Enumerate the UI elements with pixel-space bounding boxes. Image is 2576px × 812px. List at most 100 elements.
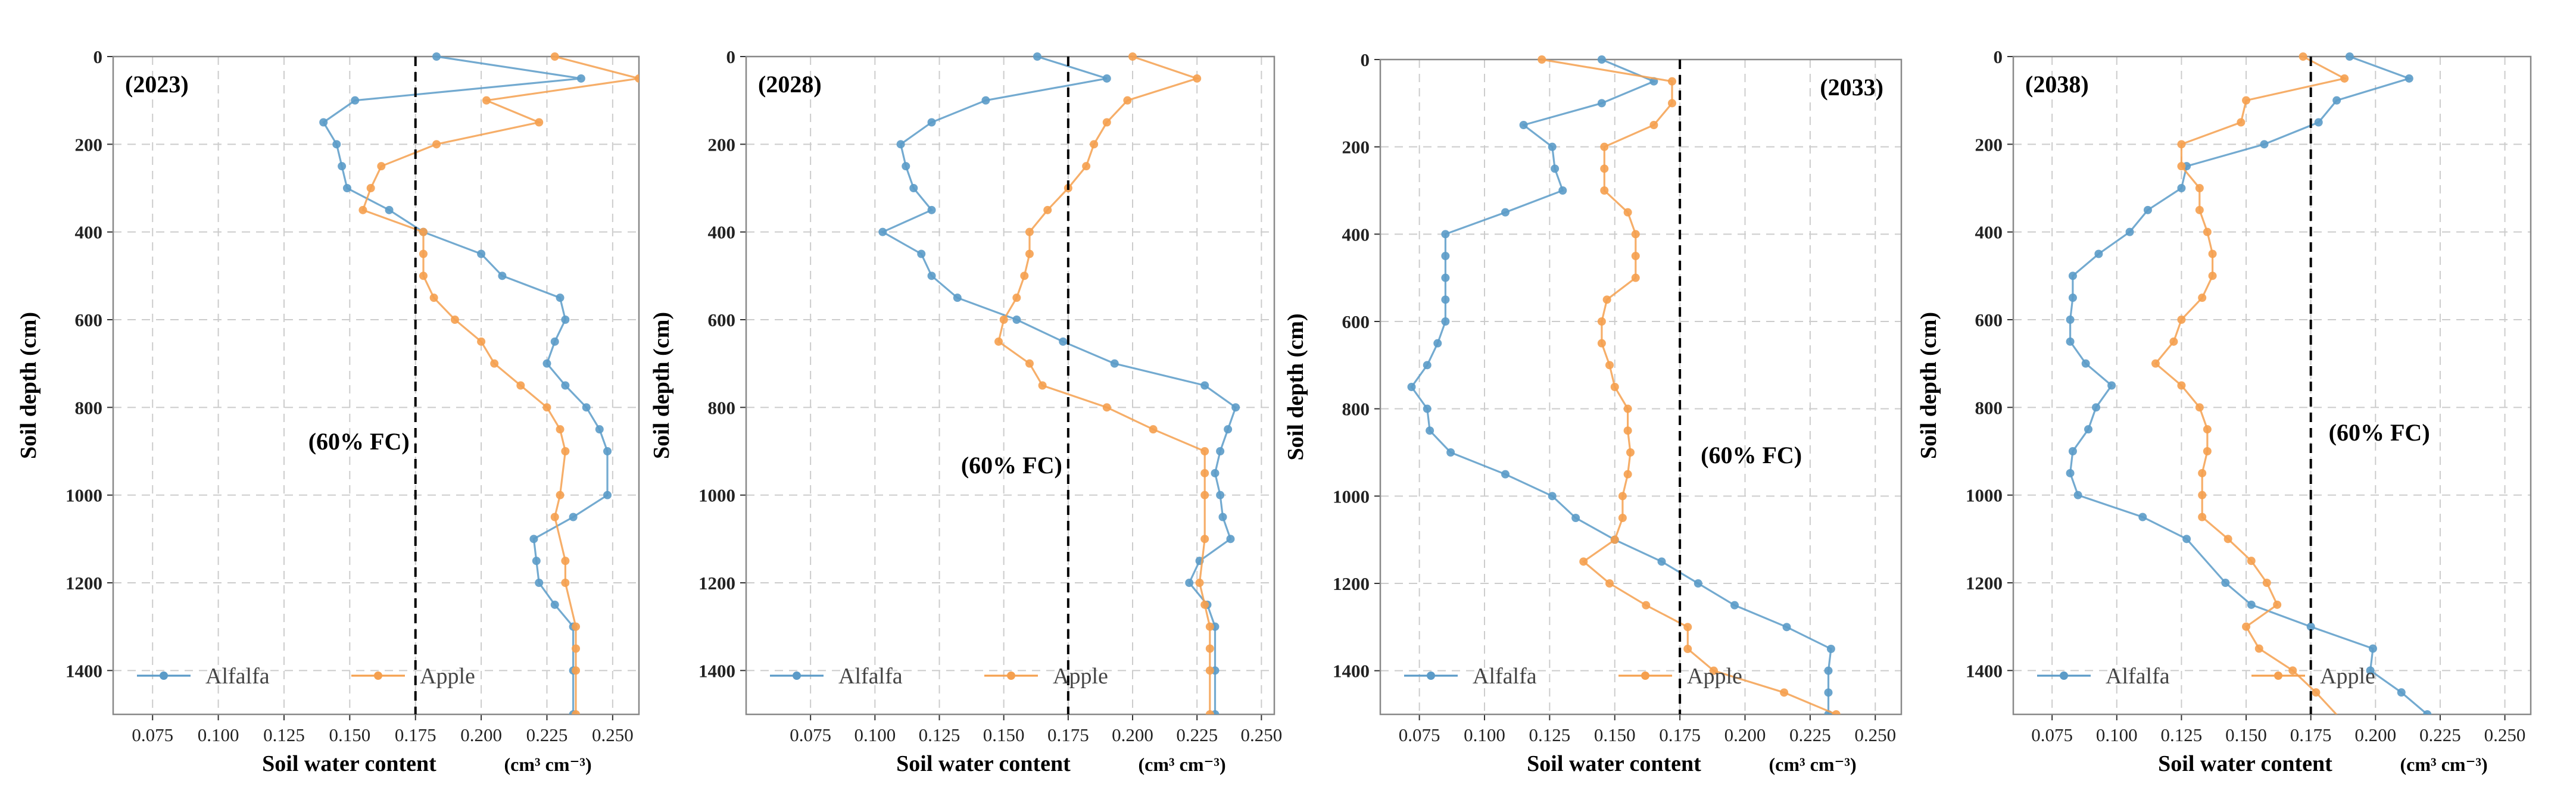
apple-data-point xyxy=(1200,535,1209,544)
alfalfa-data-point xyxy=(1597,99,1606,108)
alfalfa-data-point xyxy=(1218,513,1227,521)
chart-panel-1: 0.075 0.100 0.125 0.150 0.175 0.200 0.225 0.250… xyxy=(16,46,640,776)
alfalfa-data-point xyxy=(2182,535,2191,544)
apple-series-line xyxy=(361,55,639,714)
apple-data-point xyxy=(1668,99,1676,108)
alfalfa-data-point xyxy=(1501,208,1510,217)
apple-data-point xyxy=(1683,645,1692,653)
alfalfa-data-point xyxy=(1548,492,1557,501)
legend-alfalfa-marker xyxy=(793,672,801,680)
alfalfa-series-line xyxy=(322,55,609,714)
alfalfa-data-point xyxy=(1423,361,1432,370)
y-tick-label: 0 xyxy=(1361,49,1370,70)
apple-data-point xyxy=(2177,316,2186,324)
apple-data-point xyxy=(1631,252,1640,260)
alfalfa-data-point xyxy=(1226,535,1235,544)
apple-data-point xyxy=(1193,74,1202,83)
apple-data-point xyxy=(1780,688,1789,697)
apple-data-point xyxy=(450,316,459,324)
alfalfa-data-point xyxy=(1826,645,1835,653)
alfalfa-data-point xyxy=(432,52,441,61)
legend-alfalfa-label: Alfalfa xyxy=(1473,664,1537,689)
alfalfa-data-point xyxy=(1211,469,1220,477)
x-tick-label: 0.075 xyxy=(790,724,831,745)
alfalfa-data-point xyxy=(2306,622,2315,631)
x-axis-unit: (cm³ cm⁻³) xyxy=(504,754,592,775)
chart-panel-2: 0.075 0.100 0.125 0.150 0.175 0.200 0.225 0.250… xyxy=(649,46,1282,776)
alfalfa-data-point xyxy=(498,271,507,280)
apple-data-point xyxy=(2247,557,2256,566)
apple-data-point xyxy=(2195,205,2204,214)
alfalfa-data-point xyxy=(1441,317,1450,326)
y-tick-label: 200 xyxy=(1342,137,1370,158)
fc-threshold-label: (60% FC) xyxy=(2329,419,2430,446)
x-tick-label: 0.175 xyxy=(1047,724,1089,745)
apple-data-point xyxy=(561,557,570,566)
alfalfa-data-point xyxy=(477,249,486,258)
fc-threshold-label: (60% FC) xyxy=(1701,442,1802,469)
legend-alfalfa-marker xyxy=(1427,672,1435,680)
apple-series-line xyxy=(997,55,1211,714)
apple-data-point xyxy=(1597,317,1606,326)
x-tick-label: 0.125 xyxy=(2161,724,2203,745)
apple-data-point xyxy=(1683,623,1692,632)
apple-data-point xyxy=(1025,227,1034,236)
apple-data-point xyxy=(1668,77,1676,86)
x-tick-label: 0.150 xyxy=(1594,724,1636,745)
apple-data-point xyxy=(1025,249,1034,258)
y-tick-label: 800 xyxy=(75,397,103,418)
apple-data-point xyxy=(377,162,386,171)
apple-data-point xyxy=(1623,208,1632,217)
x-tick-label: 0.175 xyxy=(1659,724,1701,745)
x-axis-label: Soil water content xyxy=(262,751,436,776)
apple-data-point xyxy=(490,359,499,368)
apple-data-point xyxy=(1200,491,1209,499)
alfalfa-data-point xyxy=(332,140,341,149)
apple-data-point xyxy=(2273,600,2282,609)
apple-data-point xyxy=(1623,470,1632,479)
apple-data-point xyxy=(535,118,544,127)
y-tick-label: 600 xyxy=(1975,310,2003,330)
apple-data-point xyxy=(432,140,441,149)
apple-data-point xyxy=(994,337,1003,346)
apple-data-point xyxy=(1200,469,1209,477)
apple-data-point xyxy=(2151,359,2160,368)
legend-apple-marker xyxy=(1641,672,1649,680)
x-tick-label: 0.100 xyxy=(854,724,896,745)
alfalfa-data-point xyxy=(2138,513,2147,521)
legend-alfalfa-marker xyxy=(2060,672,2068,680)
apple-series-line xyxy=(2154,55,2347,714)
y-tick-label: 1200 xyxy=(1333,573,1370,594)
alfalfa-data-point xyxy=(1231,403,1240,412)
apple-data-point xyxy=(1610,383,1619,391)
alfalfa-data-point xyxy=(2066,337,2075,346)
y-tick-label: 400 xyxy=(708,222,736,243)
chart-panel-3: 0.075 0.100 0.125 0.150 0.175 0.200 0.225 0.250… xyxy=(1283,49,1903,776)
apple-data-point xyxy=(2198,513,2207,521)
x-tick-label: 0.200 xyxy=(1724,724,1766,745)
x-tick-label: 0.225 xyxy=(1789,724,1831,745)
x-axis-label: Soil water content xyxy=(896,751,1071,776)
apple-data-point xyxy=(1128,52,1137,61)
alfalfa-data-point xyxy=(927,271,936,280)
apple-data-point xyxy=(1631,273,1640,282)
apple-data-point xyxy=(1205,622,1214,631)
apple-data-point xyxy=(419,271,428,280)
alfalfa-data-point xyxy=(319,118,328,127)
y-tick-label: 600 xyxy=(1342,311,1370,332)
plot-frame xyxy=(2012,55,2532,716)
alfalfa-data-point xyxy=(2366,666,2375,675)
alfalfa-data-point xyxy=(1185,579,1194,587)
y-tick-label: 0 xyxy=(1994,46,2003,67)
alfalfa-data-point xyxy=(2332,96,2341,105)
x-tick-label: 0.150 xyxy=(2225,724,2267,745)
alfalfa-data-point xyxy=(1224,425,1233,434)
alfalfa-data-point xyxy=(1501,470,1510,479)
alfalfa-data-point xyxy=(535,579,544,587)
alfalfa-data-point xyxy=(1446,448,1455,457)
alfalfa-data-point xyxy=(1441,273,1450,282)
x-tick-label: 0.100 xyxy=(1464,724,1505,745)
alfalfa-data-point xyxy=(1558,186,1567,195)
apple-data-point xyxy=(1605,579,1614,588)
apple-data-point xyxy=(2208,271,2217,280)
